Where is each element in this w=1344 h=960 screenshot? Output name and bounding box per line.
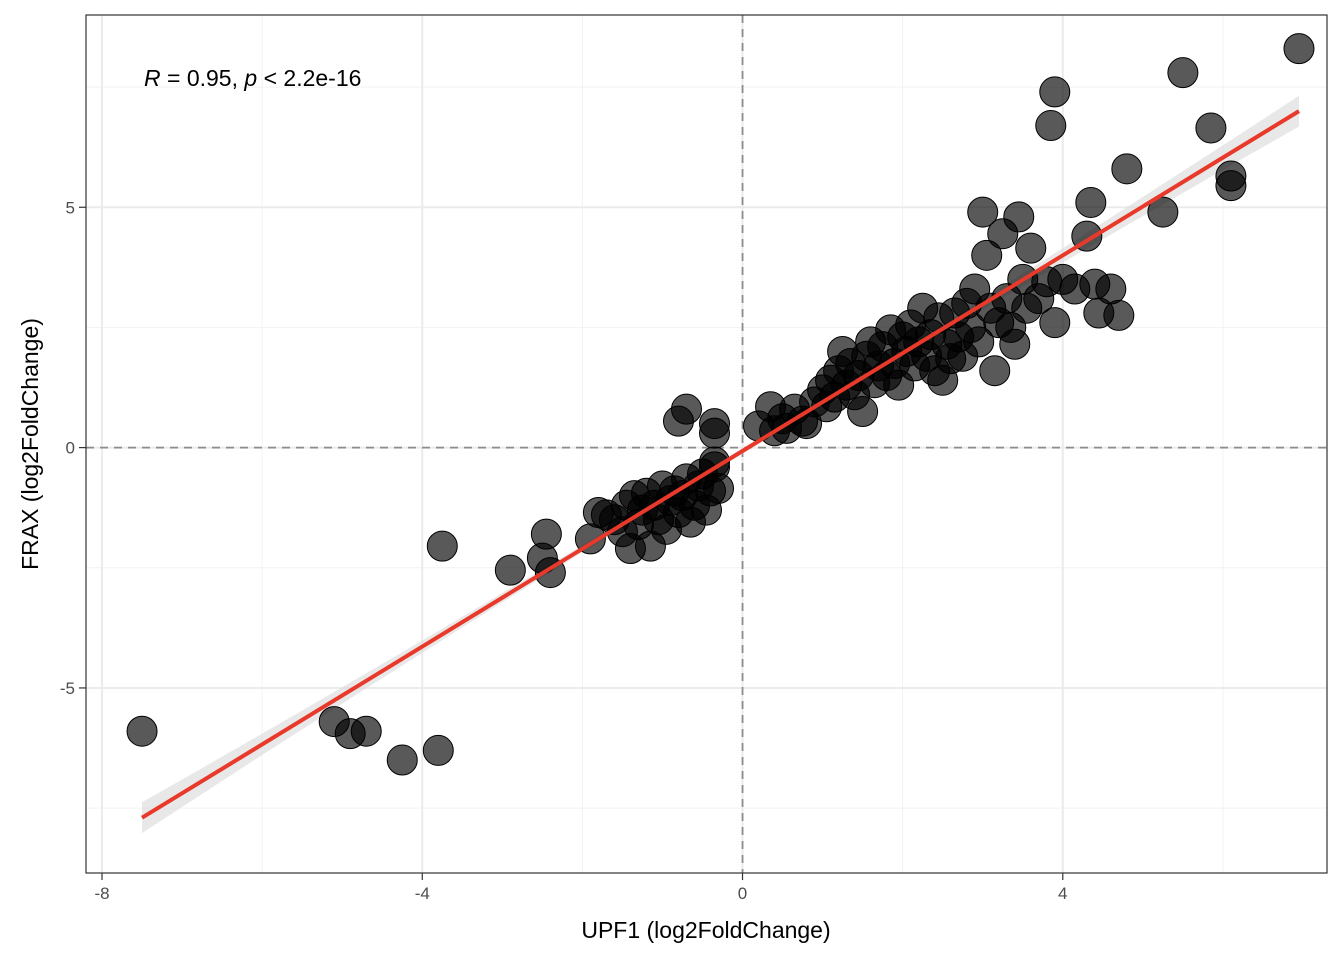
data-point [126, 715, 158, 747]
data-point [386, 744, 418, 776]
data-point [494, 554, 526, 586]
data-point [350, 715, 382, 747]
y-tick-label: 0 [66, 439, 75, 458]
annotation-p-symbol: p [243, 65, 257, 91]
data-point [971, 239, 1003, 271]
data-point [1035, 110, 1067, 142]
x-tick-label: -8 [94, 884, 109, 903]
data-point [967, 196, 999, 228]
data-point [1095, 273, 1127, 305]
data-point [1039, 307, 1071, 339]
reference-lines [86, 15, 1327, 873]
data-point [979, 355, 1011, 387]
data-point [847, 396, 879, 428]
annotation-r-value: = 0.95, [161, 65, 245, 91]
data-point [963, 326, 995, 358]
x-tick-label: -4 [415, 884, 430, 903]
data-points [126, 33, 1315, 776]
correlation-annotation: R = 0.95, p < 2.2e-16 [144, 65, 361, 91]
data-point [1195, 112, 1227, 144]
annotation-p-value: < 2.2e-16 [257, 65, 361, 91]
panel-border [85, 14, 1328, 874]
data-point [1039, 76, 1071, 108]
data-point [999, 328, 1031, 360]
x-tick-label: 0 [738, 884, 747, 903]
data-point [699, 417, 731, 449]
data-point [1003, 201, 1035, 233]
x-tick-label: 4 [1058, 884, 1067, 903]
regression-layer [141, 109, 1301, 820]
data-point [1167, 57, 1199, 89]
data-point [1015, 232, 1047, 264]
y-tick-label: -5 [60, 679, 75, 698]
data-point [670, 393, 702, 425]
data-point [1215, 170, 1247, 202]
data-point [1075, 186, 1107, 218]
data-point [1283, 33, 1315, 65]
x-axis-title: UPF1 (log2FoldChange) [581, 917, 830, 943]
regression-line [141, 109, 1301, 820]
axis-ticks: -8 -4 0 4 -5 0 5 [60, 198, 1068, 903]
y-tick-label: 5 [66, 198, 75, 217]
annotation-r-symbol: R [144, 65, 161, 91]
data-point [530, 518, 562, 550]
data-point [1103, 299, 1135, 331]
data-point [1111, 153, 1143, 185]
data-point [1147, 196, 1179, 228]
data-point [426, 530, 458, 562]
y-axis-title: FRAX (log2FoldChange) [17, 318, 43, 570]
data-point [422, 734, 454, 766]
data-point [703, 472, 735, 504]
